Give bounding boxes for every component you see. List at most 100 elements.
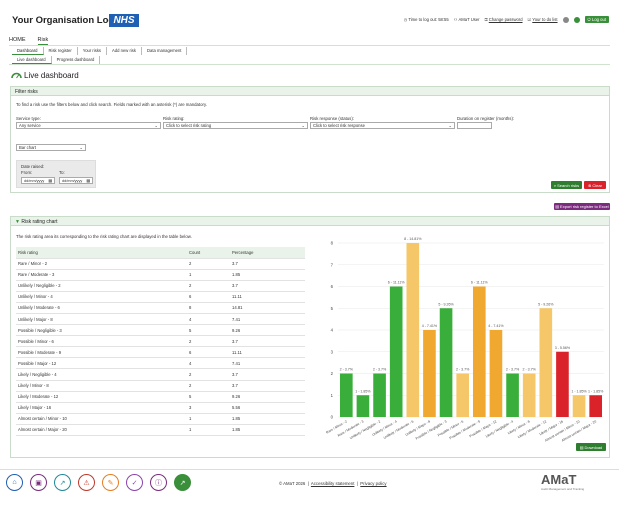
settings-icon[interactable] (562, 16, 569, 23)
tab-data-management[interactable]: Data management (142, 47, 188, 55)
home-icon[interactable]: ⌂ (6, 474, 23, 491)
search-button[interactable]: ⌕ Search risks (551, 181, 582, 189)
col-percentage-header: Percentage (230, 247, 305, 259)
chart-type-select[interactable]: Bar chart ⌄ (16, 144, 86, 151)
tab-your-risks[interactable]: Your risks (78, 47, 108, 55)
table-cell-percentages: 11.11 (230, 291, 305, 303)
check-icon[interactable]: ✓ (126, 474, 143, 491)
download-button[interactable]: ▤ Download (576, 443, 606, 451)
logout-button[interactable]: ⏻ Log out (584, 16, 609, 23)
table-row: Possible / Moderate - 9 6 11.11 (16, 346, 305, 359)
table-cell-values: 1 (187, 413, 230, 425)
table-cell-values: 1 (187, 269, 230, 281)
date-raised-label: Date raised: (21, 164, 45, 169)
table-cell-percentages: 7.41 (230, 313, 305, 326)
table-row: Unlikely / Minor - 4 6 11.11 (16, 291, 305, 303)
edit-icon[interactable]: ✎ (102, 474, 119, 491)
footer-links: © AMaT 2026 | Accessibility statement | … (279, 481, 387, 486)
to-date-input[interactable]: dd/mm/yyyy ▦ (59, 177, 93, 184)
privacy-link[interactable]: Privacy policy (360, 481, 387, 486)
service-select[interactable]: Any service ⌄ (16, 122, 161, 129)
chevron-down-icon: ⌄ (448, 123, 452, 128)
info-icon[interactable]: ⓘ (150, 474, 167, 491)
table-cell-values: 6 (187, 346, 230, 359)
filter-instruction: To find a risk use the filters below and… (16, 102, 207, 107)
bar-label: 3 - 5.56% (555, 346, 571, 350)
y-tick-label: 8 (331, 241, 334, 246)
table-row: Almost certain / Minor - 10 1 1.85 (16, 413, 305, 425)
table-cell-percentages: 1.85 (230, 413, 305, 425)
page-title: Live dashboard (11, 71, 79, 80)
bar (556, 351, 569, 417)
filter-panel: Filter risks To find a risk use the filt… (10, 86, 610, 193)
bar (489, 330, 503, 417)
rating-select[interactable]: Click to select risk rating ⌄ (163, 122, 308, 129)
table-cell-categories: Likely / Major - 16 (16, 402, 187, 414)
calendar-icon: ▦ (48, 179, 52, 183)
bar-label: 1 - 1.85% (571, 389, 587, 393)
table-cell-percentages: 3.7 (230, 368, 305, 381)
calendar-icon: ▦ (86, 179, 90, 183)
tab-live-dashboard[interactable]: Live dashboard (12, 56, 52, 64)
bar-label: 2 - 3.7% (522, 368, 536, 372)
table-row: Possible / Negligible - 3 5 9.26 (16, 324, 305, 337)
footer: ⌂ ▣ ↗ ⚠ ✎ ✓ ⓘ ↗ © AMaT 2026 | Accessibility sta… (0, 469, 619, 497)
table-cell-values: 8 (187, 302, 230, 314)
table-header: Risk rating Count Percentage (16, 247, 305, 259)
table-cell-categories: Likely / Negligible - 4 (16, 368, 187, 381)
tab-risk-register[interactable]: Risk register (44, 47, 78, 55)
bar-label: 4 - 7.41% (488, 324, 504, 328)
bar-label: 2 - 3.7% (373, 368, 387, 372)
tab-progress-dashboard[interactable]: Progress dashboard (52, 56, 101, 64)
clear-button[interactable]: ⊗ Clear (584, 181, 606, 189)
table-row: Likely / Negligible - 4 2 3.7 (16, 368, 305, 381)
table-row: Unlikely / Negligible - 2 2 3.7 (16, 280, 305, 292)
from-date-input[interactable]: dd/mm/yyyy ▦ (21, 177, 55, 184)
table-cell-categories: Possible / Negligible - 3 (16, 324, 187, 337)
y-tick-label: 6 (331, 284, 334, 289)
response-select[interactable]: Click to select risk response ⌄ (310, 122, 455, 129)
table-cell-categories: Possible / Minor - 6 (16, 335, 187, 348)
table-cell-percentages: 3.7 (230, 280, 305, 292)
table-cell-percentages: 9.26 (230, 324, 305, 337)
nav-risk[interactable]: Risk (37, 37, 49, 45)
chevron-down-icon: ⌄ (79, 145, 83, 150)
chart-icon[interactable]: ↗ (54, 474, 71, 491)
search-icon: ⌕ (553, 182, 557, 188)
risk-chart-panel-title[interactable]: ▼ Risk rating chart (11, 217, 609, 226)
table-cell-percentages: 9.26 (230, 391, 305, 403)
accessibility-link[interactable]: Accessibility statement (310, 481, 355, 486)
bar-label: 1 - 1.85% (355, 389, 371, 393)
todo-list-link[interactable]: ☑ Your to do list (527, 17, 558, 22)
y-tick-label: 4 (331, 328, 334, 333)
table-cell-values: 2 (187, 335, 230, 348)
risk-icon[interactable]: ⚠ (78, 474, 95, 491)
export-excel-button[interactable]: ▤ Export risk register to Excel (554, 203, 610, 210)
col-count-header: Count (187, 247, 230, 259)
tab-dashboard[interactable]: Dashboard (12, 47, 44, 55)
table-cell-percentages: 1.85 (230, 424, 305, 437)
y-tick-label: 0 (331, 415, 334, 420)
tab-add-new-risk[interactable]: Add new risk (107, 47, 142, 55)
y-tick-label: 5 (331, 306, 334, 311)
table-cell-categories: Possible / Major - 12 (16, 357, 187, 370)
change-password-link[interactable]: ⚿ Change password (484, 17, 523, 22)
table-row: Possible / Major - 12 4 7.41 (16, 357, 305, 370)
trend-icon[interactable]: ↗ (174, 474, 191, 491)
table-cell-percentages: 3.7 (230, 335, 305, 348)
divider (9, 64, 610, 65)
table-cell-categories: Almost certain / Major - 20 (16, 424, 187, 437)
nav-home[interactable]: HOME (9, 37, 26, 43)
inbox-icon[interactable]: ▣ (30, 474, 47, 491)
x-tick-label: Likely / Moderate - 12 (517, 419, 547, 439)
bar (472, 286, 486, 417)
bar-label: 2 - 3.7% (340, 368, 354, 372)
chart-intro: The risk rating area its corresponding t… (16, 234, 192, 239)
copyright: © AMaT 2026 (279, 481, 306, 486)
chat-icon[interactable] (573, 16, 580, 23)
close-icon: ⊗ (588, 182, 592, 188)
duration-input[interactable] (457, 122, 492, 129)
table-row: Unlikely / Moderate - 6 8 14.81 (16, 302, 305, 314)
response-label: Risk response (status): (310, 116, 354, 121)
